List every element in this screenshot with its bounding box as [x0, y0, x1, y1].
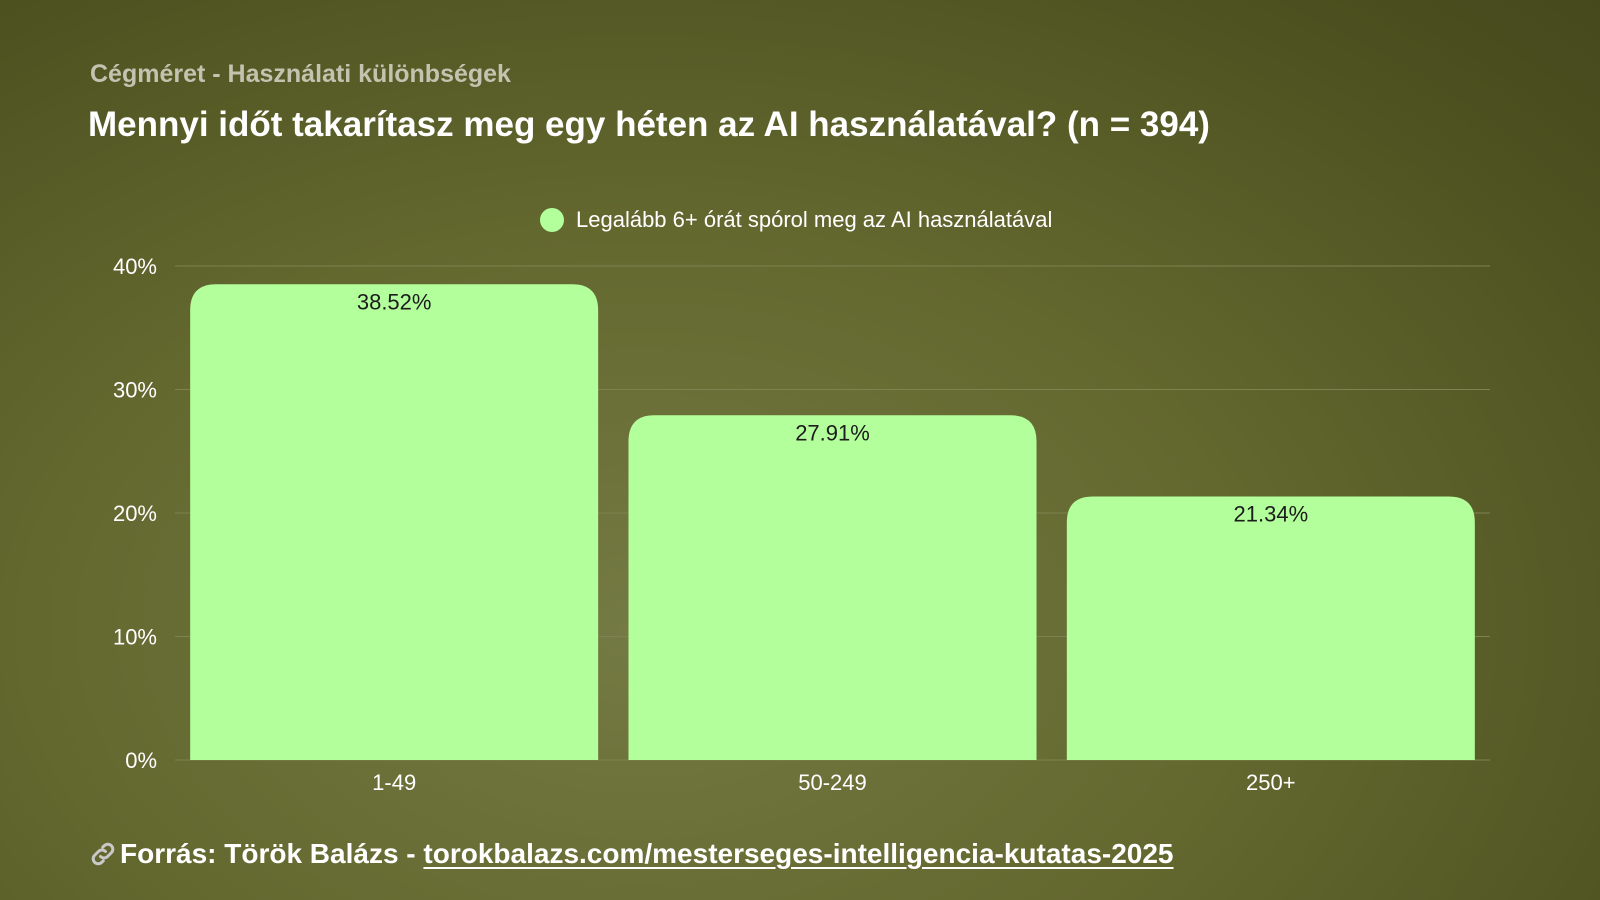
bar-data-label: 38.52%: [357, 289, 432, 314]
x-tick-label: 50-249: [798, 770, 867, 795]
legend-label: Legalább 6+ órát spórol meg az AI haszná…: [576, 207, 1053, 232]
source-prefix: Forrás: Török Balázs -: [120, 838, 416, 869]
y-tick-label: 0%: [125, 748, 157, 773]
link-icon: [91, 842, 115, 866]
chart-legend: Legalább 6+ órát spórol meg az AI haszná…: [540, 207, 1052, 233]
y-tick-label: 30%: [113, 378, 157, 403]
source-footer: Forrás: Török Balázs - torokbalazs.com/m…: [88, 838, 1174, 870]
x-tick-label: 1-49: [372, 770, 416, 795]
legend-swatch: [540, 208, 564, 232]
bar: [1066, 496, 1475, 760]
bar: [628, 415, 1037, 760]
chart-title: Mennyi időt takarítasz meg egy héten az …: [88, 105, 1210, 144]
y-tick-label: 40%: [113, 254, 157, 279]
x-tick-label: 250+: [1246, 770, 1296, 795]
bar-data-label: 21.34%: [1234, 501, 1309, 526]
bar-data-label: 27.91%: [795, 420, 870, 445]
bar: [190, 284, 599, 760]
y-tick-label: 10%: [113, 625, 157, 650]
chart-kicker: Cégméret - Használati különbségek: [90, 60, 511, 88]
source-link[interactable]: torokbalazs.com/mesterseges-intelligenci…: [423, 838, 1174, 869]
y-tick-label: 20%: [113, 501, 157, 526]
